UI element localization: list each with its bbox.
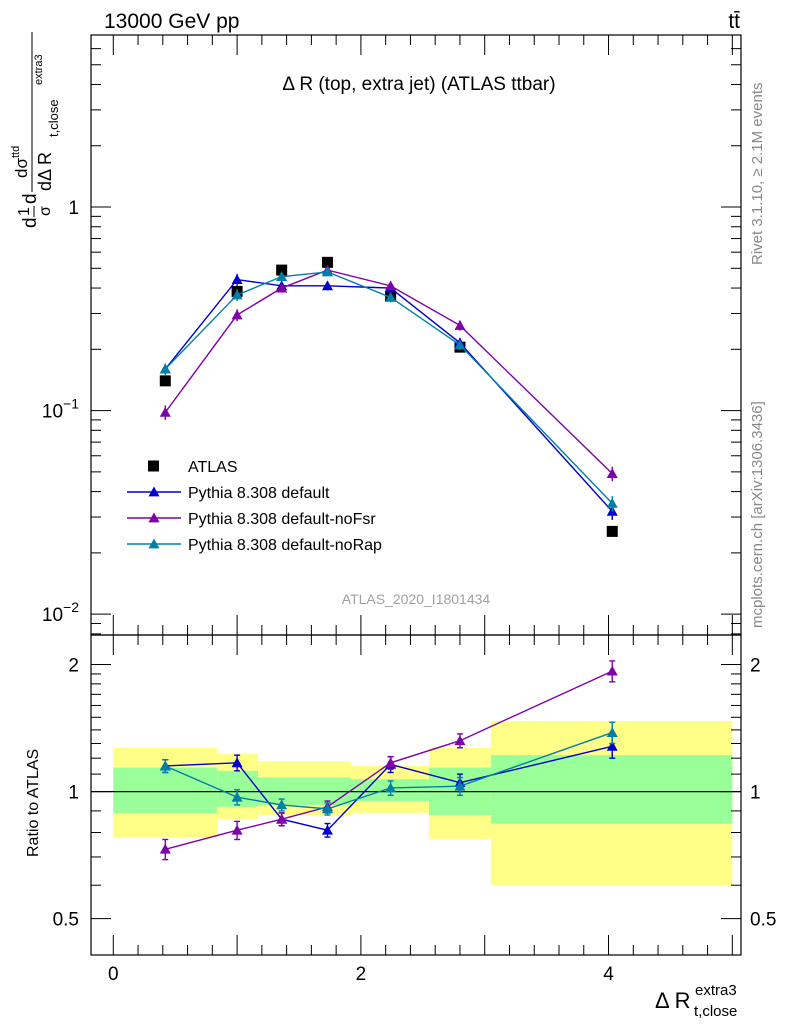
point-default-1 [231,274,243,285]
process-label: tt̄ [728,10,740,33]
point-noFsr-2 [276,282,288,293]
mcplots-label: mcplots.cern.ch [arXiv:1306.3436] [749,401,766,628]
ratio-point-default-6 [606,740,618,751]
ratio-point-noFsr-0 [159,843,171,854]
point-noFsr-5 [454,319,466,330]
ylabel-superscript: extra3 [33,54,45,85]
energy-label: 13000 GeV pp [104,10,239,33]
point-default-3 [321,280,333,291]
data-point-atlas-6 [606,525,618,537]
band-inner-5 [490,755,733,824]
legend-marker-noFsr [148,512,160,523]
ratio-point-noRap-3 [321,803,333,814]
point-noRap-1 [231,289,243,300]
ylabel-ttd: ttd [10,146,22,158]
point-noRap-6 [606,497,618,508]
ratio-point-noFsr-6 [606,665,618,676]
ratio-point-default-1 [231,757,243,768]
legend-label-noFsr: Pythia 8.308 default-noFsr [188,511,376,528]
point-noRap-0 [159,363,171,374]
legend-marker-noRap [148,538,160,549]
xlabel-main: Δ R [655,988,690,1013]
point-noFsr-4 [385,280,397,291]
xtick-label-1: 2 [356,964,367,985]
legend-label-data: ATLAS [188,459,238,476]
main-ylabel: d 1 σ d dσ ttd dΔ R t,close extra3 [10,32,61,228]
ratio-ytick-label-right-2: 2 [750,656,761,677]
point-noRap-3 [321,266,333,277]
legend-marker-data [148,460,159,472]
ratio-uncertainty-bands [91,720,741,886]
point-noRap-5 [454,339,466,350]
main-ytick-label-2: 1 [68,198,79,219]
xlabel-superscript: extra3 [695,982,737,999]
x-axis-label: Δ R t,close extra3 [655,982,737,1020]
xtick-label-0: 0 [108,964,119,985]
main-series-layer [159,256,618,537]
data-point-atlas-0 [159,375,171,387]
ratio-point-noRap-0 [159,760,171,771]
xlabel-subscript: t,close [694,1003,737,1020]
chart-title: Δ R (top, extra jet) (ATLAS ttbar) [282,74,555,95]
point-noFsr-6 [606,468,618,479]
ratio-point-noFsr-5 [454,735,466,746]
ratio-ytick-label-left-1: 1 [68,783,79,804]
axes-layer: 10−2 10−1 1 0.5 0.5 1 1 2 2 0 2 4 [42,34,776,985]
ratio-ytick-label-left-2: 2 [68,656,79,677]
ratio-ytick-label-right-1: 1 [750,783,761,804]
point-noRap-2 [276,271,288,282]
ylabel-d: d [20,193,41,204]
ratio-point-noRap-4 [385,782,397,793]
ylabel-d-prefix: d [20,217,41,228]
main-ytick-label-0: 10−2 [42,599,79,626]
ylabel-denominator: dΔ R [35,152,55,191]
legend-label-default: Pythia 8.308 default [188,485,330,502]
main-ytick-label-1: 10−1 [42,396,79,423]
point-noFsr-0 [159,406,171,417]
ratio-ytick-label-right-0: 0.5 [750,910,776,931]
ratio-point-noFsr-1 [231,824,243,835]
legend-marker-default [148,486,160,497]
ylabel-one: 1 [16,207,33,216]
band-inner-0 [113,767,218,813]
ratio-point-noFsr-4 [385,757,397,768]
ratio-point-noRap-1 [231,791,243,802]
ylabel-sigma: σ [37,206,54,216]
ratio-ylabel: Ratio to ATLAS [25,749,42,857]
ratio-point-noFsr-2 [276,813,288,824]
xtick-label-2: 4 [603,964,614,985]
ratio-series-layer [159,660,618,861]
legend: ATLAS Pythia 8.308 default Pythia 8.308 de… [127,459,382,554]
point-noFsr-1 [231,309,243,320]
legend-label-noRap: Pythia 8.308 default-noRap [188,537,382,554]
ratio-point-noRap-5 [454,780,466,791]
series-line-default [164,278,613,512]
ratio-ytick-label-left-0: 0.5 [53,910,79,931]
ylabel-subscript: t,close [46,99,61,137]
ratio-point-noRap-2 [276,799,288,810]
rivet-label: Rivet 3.1.10, ≥ 2.1M events [749,83,766,266]
point-noRap-4 [385,291,397,302]
analysis-id: ATLAS_2020_I1801434 [342,591,491,607]
ratio-plot-frame [90,634,742,956]
ratio-point-noRap-6 [606,727,618,737]
data-point-atlas-2 [276,264,288,276]
data-point-atlas-3 [321,256,333,268]
ylabel-dsigma: dσ [12,158,31,178]
ratio-point-default-3 [321,824,333,835]
